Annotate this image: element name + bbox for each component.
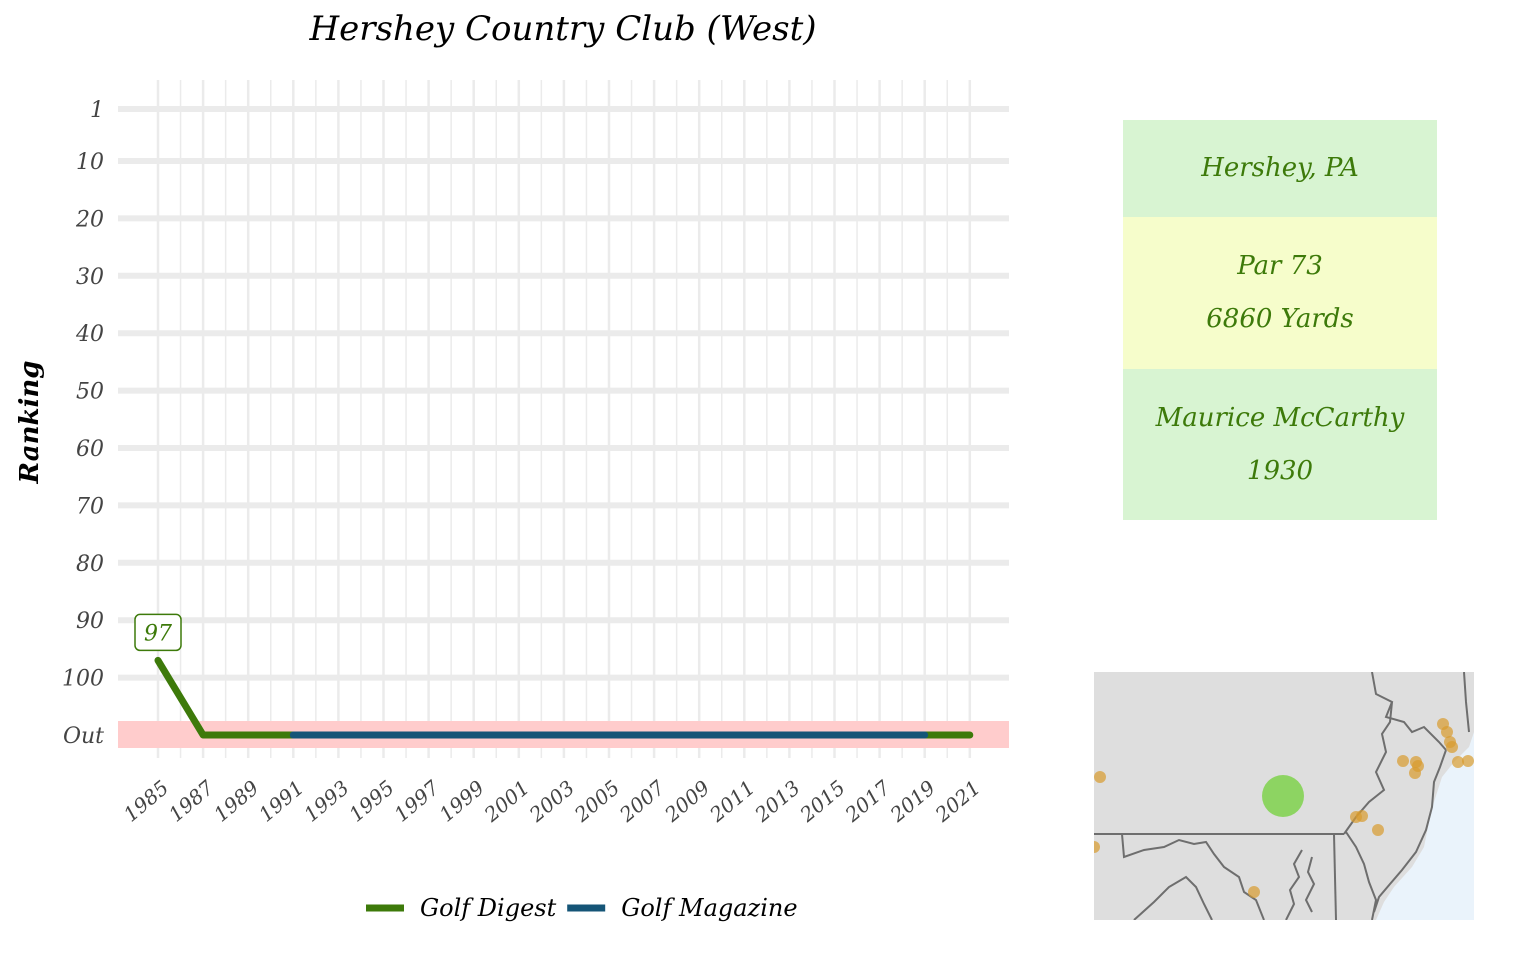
data-label: 97 (144, 621, 172, 646)
y-tick-label: Out (63, 724, 104, 749)
designer-box: Maurice McCarthy 1930 (1123, 369, 1437, 520)
x-tick-label: 1991 (254, 775, 308, 826)
other-course-marker (1397, 755, 1409, 767)
legend-label: Golf Magazine (621, 894, 797, 922)
x-tick-label: 2005 (569, 775, 624, 827)
legend: Golf Digest Golf Magazine (366, 894, 798, 922)
delaware-bay (1345, 831, 1378, 920)
grid-lines (118, 80, 1009, 758)
location-text: Hershey, PA (1201, 153, 1359, 183)
series-lines (154, 656, 974, 739)
x-tick-label: 2015 (795, 775, 850, 827)
x-tick-label: 2011 (704, 775, 759, 827)
other-course-marker (1409, 767, 1421, 779)
x-tick-label: 2009 (659, 775, 714, 827)
y-tick-label: 30 (76, 265, 104, 290)
par-text: Par 73 (1237, 251, 1323, 281)
data-labels: 97 (134, 613, 182, 652)
x-tick-label: 2019 (885, 775, 940, 827)
x-tick-label: 1997 (389, 775, 444, 826)
y-tick-label: 40 (75, 322, 104, 347)
y-tick-label: 10 (76, 150, 104, 175)
y-axis-ticks: 1 10 20 30 40 50 60 70 80 90 100 Out (62, 98, 104, 749)
course-stats-box: Par 73 6860 Yards (1123, 217, 1437, 369)
ranking-chart: Hershey Country Club (West) 97 1 10 20 30 40… (15, 9, 1009, 922)
architect-text: Maurice McCarthy (1155, 402, 1405, 433)
y-tick-label: 1 (90, 98, 104, 123)
state-border-ny-pa (1371, 672, 1447, 751)
map-ocean (1376, 732, 1474, 920)
other-course-marker (1446, 741, 1458, 753)
selected-course-marker (1262, 775, 1304, 817)
x-tick-label: 2001 (479, 775, 534, 827)
x-tick-label: 1999 (434, 775, 489, 826)
x-tick-label: 2021 (930, 775, 985, 827)
state-border-va (1133, 875, 1213, 920)
x-tick-label: 1989 (209, 775, 264, 826)
x-tick-label: 2007 (614, 775, 669, 827)
other-course-marker (1094, 771, 1106, 783)
x-tick-label: 2017 (840, 775, 895, 827)
x-axis-ticks: 1985198719891991199319951997199920012003… (119, 775, 985, 827)
nj-coast (1373, 749, 1447, 913)
y-tick-label: 100 (62, 667, 104, 692)
y-axis-label: Ranking (15, 361, 45, 485)
chesapeake-bay (1285, 849, 1316, 920)
course-markers (1094, 718, 1474, 898)
other-course-marker (1441, 726, 1453, 738)
x-tick-label: 1985 (119, 775, 173, 826)
state-border-md-de (1333, 833, 1337, 920)
x-tick-label: 1987 (164, 775, 219, 826)
other-course-marker (1094, 841, 1100, 853)
other-course-marker (1372, 824, 1384, 836)
data-label-box (134, 613, 182, 652)
y-tick-label: 50 (76, 380, 104, 405)
location-map (1094, 672, 1474, 920)
state-border-wv (1121, 833, 1265, 920)
x-tick-label: 2003 (524, 775, 579, 827)
other-course-marker (1248, 886, 1260, 898)
yards-text: 6860 Yards (1206, 304, 1354, 334)
y-tick-label: 80 (76, 552, 104, 577)
y-tick-label: 20 (75, 207, 104, 232)
other-course-marker (1356, 810, 1368, 822)
chart-title: Hershey Country Club (West) (308, 9, 816, 49)
y-tick-label: 70 (76, 494, 104, 519)
y-tick-label: 60 (76, 437, 104, 462)
x-tick-label: 1993 (299, 775, 353, 826)
x-tick-label: 1995 (344, 775, 398, 826)
location-box: Hershey, PA (1123, 120, 1437, 217)
legend-label: Golf Digest (420, 894, 557, 922)
x-tick-label: 2013 (749, 775, 804, 827)
y-tick-label: 90 (76, 609, 104, 634)
state-border-ny-ct (1463, 672, 1470, 733)
other-course-marker (1452, 756, 1464, 768)
year-built-text: 1930 (1246, 455, 1314, 486)
other-course-marker (1462, 755, 1474, 767)
